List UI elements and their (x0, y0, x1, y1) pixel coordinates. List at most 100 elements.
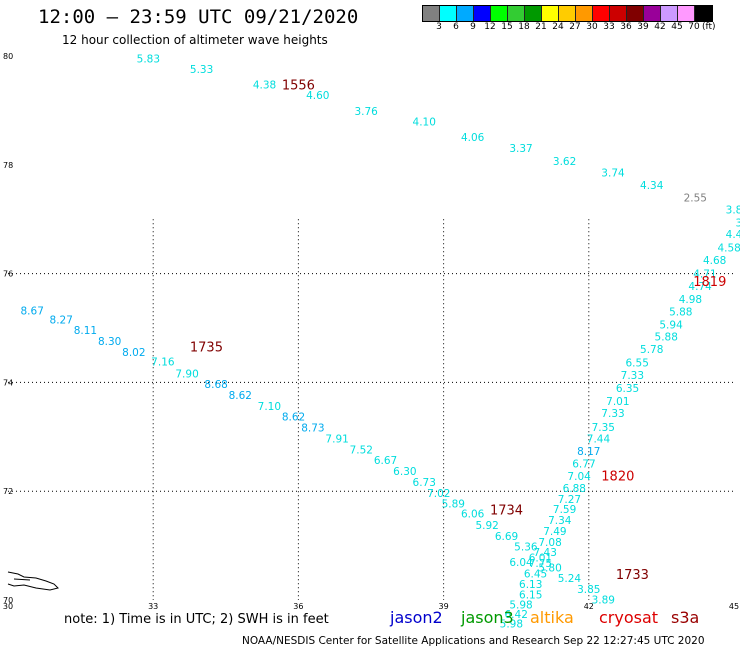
longitude-label: 36 (293, 602, 303, 611)
satellite-legend-jason2: jason2 (390, 608, 443, 627)
color-legend-label: 24 (552, 22, 564, 32)
color-legend-bar (422, 5, 713, 22)
color-legend-label: 21 (535, 22, 547, 32)
color-swatch-15 (678, 6, 695, 21)
wave-height-value: 4.58 (717, 242, 740, 254)
color-swatch-14 (661, 6, 678, 21)
wave-height-value: 5.36 (514, 542, 538, 554)
color-swatch-3 (474, 6, 491, 21)
wave-height-value: 5.98 (500, 618, 523, 630)
satellite-legend-altika: altika (530, 608, 574, 627)
wave-height-value: 8.68 (204, 379, 227, 391)
wave-height-value: 5.88 (655, 332, 678, 344)
wave-height-value: 7.01 (606, 396, 629, 408)
color-legend-label: 18 (518, 22, 530, 32)
wave-height-value: 7.02 (427, 488, 450, 500)
color-legend-label: 9 (470, 22, 476, 32)
wave-height-value: 8.11 (74, 325, 97, 337)
longitude-label: 33 (148, 602, 158, 611)
wave-height-value: 7.44 (587, 433, 611, 445)
wave-height-value: 7.34 (548, 515, 572, 527)
wave-height-value: 7.35 (592, 422, 615, 434)
wave-height-value: 5.83 (137, 54, 160, 66)
satellite-legend-cryosat: cryosat (599, 608, 659, 627)
wave-height-value: 3.37 (509, 143, 532, 155)
wave-height-value: 3.76 (354, 106, 378, 118)
color-legend-label: 15 (501, 22, 513, 32)
satellite-legend-jason3: jason3 (461, 608, 514, 627)
wave-height-value: 5.80 (538, 562, 561, 574)
wave-height-value: 8.62 (229, 390, 252, 402)
color-legend-label: 33 (603, 22, 615, 32)
wave-height-value: 6.04 (509, 557, 533, 569)
wave-height-value: 7.59 (553, 504, 576, 516)
color-legend-label: 36 (620, 22, 632, 32)
color-legend-label: 42 (654, 22, 666, 32)
color-legend-label: 45 (671, 22, 683, 32)
wave-height-value: 8.67 (21, 306, 44, 318)
color-swatch-1 (440, 6, 457, 21)
color-swatch-2 (457, 6, 474, 21)
wave-height-value: 8.02 (122, 347, 145, 359)
wave-height-value: 4.10 (413, 116, 436, 128)
wave-height-value: 6.55 (626, 357, 649, 369)
wave-height-value: 6.77 (572, 458, 595, 470)
wave-height-value: 4.68 (703, 255, 726, 267)
wave-height-value: 6.67 (374, 455, 397, 467)
wave-height-value: 7.90 (175, 369, 198, 381)
wave-height-value: 8.62 (282, 412, 305, 424)
pass-time-label: 1819 (693, 275, 726, 290)
wave-height-value: 5.24 (558, 573, 582, 585)
color-swatch-5 (508, 6, 525, 21)
wave-height-value: 8.17 (577, 446, 600, 458)
wave-height-value: 7.10 (258, 401, 281, 413)
color-legend-label: 70 (688, 22, 700, 32)
wave-height-value: 3.74 (601, 167, 625, 179)
wave-height-value: 6.73 (413, 477, 436, 489)
wave-height-value: 4.98 (679, 294, 702, 306)
wave-height-value: 6.35 (616, 383, 639, 395)
wave-height-value: 5.89 (442, 499, 465, 511)
color-swatch-0 (423, 6, 440, 21)
wave-height-value: 7.49 (543, 526, 566, 538)
longitude-label: 42 (584, 602, 594, 611)
wave-height-value: 4.74 (688, 281, 712, 293)
longitude-label: 45 (729, 602, 739, 611)
wave-height-value: 2.55 (684, 192, 707, 204)
wave-height-value: 6.30 (393, 466, 416, 478)
wave-height-value: 6.15 (519, 590, 542, 602)
wave-height-value: 5.33 (190, 64, 213, 76)
pass-time-label: 1820 (601, 469, 634, 484)
wave-height-value: 6.13 (519, 579, 542, 591)
wave-height-value: 7.04 (567, 471, 591, 483)
wave-height-value: 8.30 (98, 336, 121, 348)
pass-time-label: 1735 (190, 340, 223, 355)
wave-height-value: 4.06 (461, 132, 485, 144)
color-legend-label: 27 (569, 22, 581, 32)
page-subtitle: 12 hour collection of altimeter wave hei… (62, 33, 328, 47)
wave-height-value: 3.85 (577, 584, 600, 596)
wave-height-value: 4.38 (253, 79, 276, 91)
wave-height-value: 7.08 (538, 537, 561, 549)
color-swatch-8 (559, 6, 576, 21)
latitude-label: 78 (3, 161, 13, 170)
wave-height-value: 5.92 (475, 520, 498, 532)
wave-height-value: 6.01 (529, 553, 552, 565)
color-swatch-4 (491, 6, 508, 21)
color-swatch-6 (525, 6, 542, 21)
wave-height-value: 7.33 (601, 408, 624, 420)
wave-height-value: 6.45 (524, 568, 547, 580)
wave-height-value: 5.78 (640, 344, 663, 356)
color-swatch-10 (593, 6, 610, 21)
color-legend-unit: (ft) (702, 22, 716, 32)
wave-height-value: 3.89 (592, 594, 615, 606)
color-legend-label: 3 (436, 22, 442, 32)
latitude-label: 70 (3, 596, 13, 605)
color-swatch-13 (644, 6, 661, 21)
pass-time-label: 1734 (490, 504, 523, 519)
color-legend-label: 6 (453, 22, 459, 32)
wave-height-value: 5.98 (509, 599, 532, 611)
longitude-label: 39 (439, 602, 449, 611)
longitude-label: 30 (3, 602, 13, 611)
